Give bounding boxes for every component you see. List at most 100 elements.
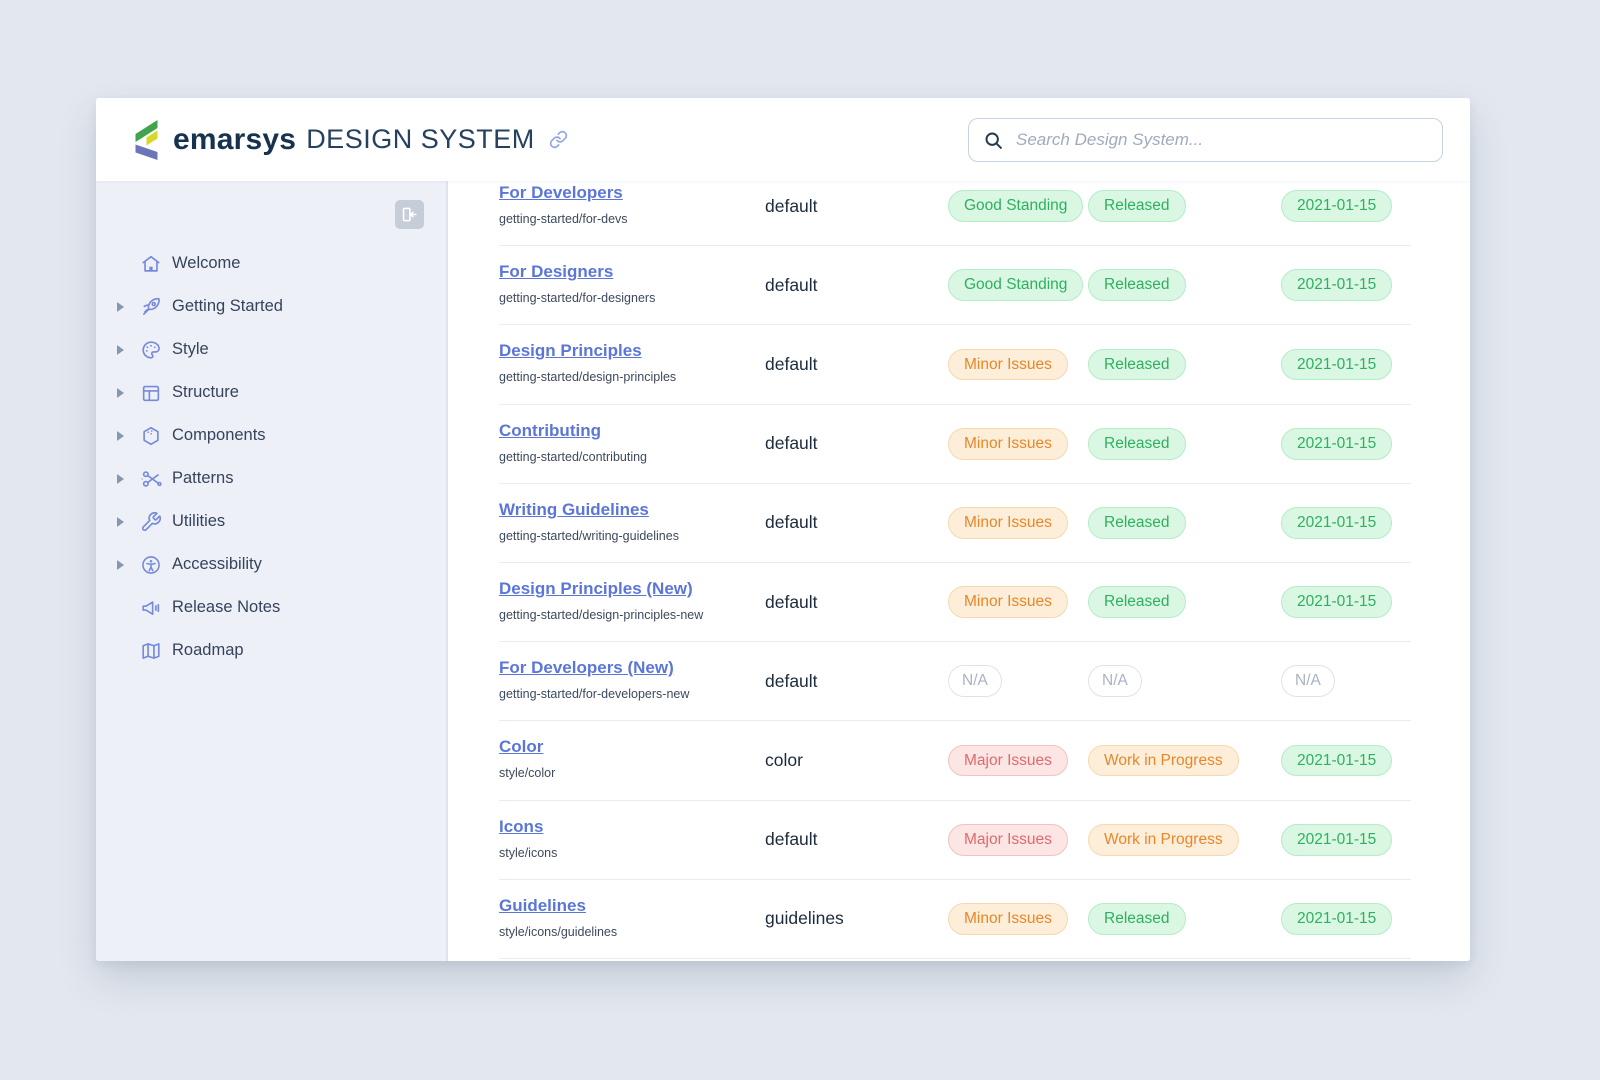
table-row: Contributing getting-started/contributin… — [499, 405, 1411, 484]
sidebar-item-getting-started[interactable]: Getting Started — [96, 285, 446, 328]
page-link[interactable]: For Designers — [499, 262, 614, 282]
date-badge: 2021-01-15 — [1281, 348, 1393, 381]
page-path: getting-started/contributing — [499, 449, 648, 464]
release-badge: Released — [1088, 269, 1186, 302]
status-badge: Minor Issues — [948, 586, 1068, 618]
date-badge: 2021-01-15 — [1281, 902, 1393, 935]
page-type: default — [765, 591, 818, 612]
sidebar-item-release-notes[interactable]: Release Notes — [96, 586, 446, 629]
sidebar-nav: Welcome Getting Started Style Structure … — [96, 181, 446, 672]
page-link[interactable]: For Developers (New) — [499, 658, 674, 678]
status-badge: Major Issues — [948, 744, 1068, 777]
page-link[interactable]: Design Principles — [499, 341, 642, 361]
table-row: Design Principles getting-started/design… — [499, 325, 1411, 405]
layout-icon — [140, 382, 162, 404]
palette-icon — [140, 339, 162, 361]
content-area: For Developers getting-started/for-devs … — [448, 181, 1470, 961]
release-badge: Released — [1088, 506, 1186, 539]
sidebar-item-roadmap[interactable]: Roadmap — [96, 629, 446, 672]
status-badge: Minor Issues — [948, 348, 1068, 381]
page-link[interactable]: Color — [499, 737, 544, 757]
date-badge: 2021-01-15 — [1281, 506, 1393, 539]
page-path: style/icons — [499, 845, 558, 860]
megaphone-icon — [140, 597, 162, 619]
sidebar-item-label: Patterns — [172, 469, 234, 487]
release-badge: Released — [1088, 190, 1186, 222]
sidebar-item-welcome[interactable]: Welcome — [96, 242, 446, 285]
page-type: default — [765, 829, 818, 850]
sidebar-item-label: Structure — [172, 383, 239, 401]
page-link[interactable]: Contributing — [499, 420, 601, 440]
search-icon — [985, 132, 1002, 149]
chevron-right-icon[interactable] — [117, 516, 127, 527]
status-badge: Minor Issues — [948, 427, 1068, 460]
sidebar-item-patterns[interactable]: Patterns — [96, 457, 446, 500]
release-badge: N/A — [1088, 665, 1142, 698]
brand-link[interactable]: emarsys DESIGN SYSTEM — [133, 119, 568, 161]
date-badge: 2021-01-15 — [1281, 427, 1393, 460]
sidebar-item-label: Accessibility — [172, 555, 262, 573]
page-link[interactable]: For Developers — [499, 183, 623, 202]
table-row: For Designers getting-started/for-design… — [499, 246, 1411, 326]
search-input[interactable] — [968, 117, 1443, 162]
status-badge: Minor Issues — [948, 902, 1068, 935]
release-badge: Released — [1088, 586, 1186, 618]
chevron-right-icon[interactable] — [117, 387, 127, 398]
release-badge: Released — [1088, 348, 1186, 381]
sidebar-item-label: Getting Started — [172, 297, 283, 315]
search-bar — [968, 117, 1443, 162]
date-badge: N/A — [1281, 665, 1335, 698]
sidebar-item-label: Style — [172, 340, 209, 358]
date-badge: 2021-01-15 — [1281, 190, 1393, 222]
table-row: Writing Guidelines getting-started/writi… — [499, 484, 1411, 563]
sidebar-item-utilities[interactable]: Utilities — [96, 500, 446, 543]
page-path: getting-started/design-principles-new — [499, 607, 704, 622]
sidebar-item-structure[interactable]: Structure — [96, 371, 446, 414]
app-window: emarsys DESIGN SYSTEM — [96, 98, 1470, 961]
home-icon — [140, 253, 162, 275]
page-link[interactable]: Icons — [499, 816, 544, 836]
chevron-right-icon[interactable] — [117, 344, 127, 355]
status-badge: Major Issues — [948, 823, 1068, 856]
page-link[interactable]: Guidelines — [499, 895, 586, 915]
table-row: For Developers (New) getting-started/for… — [499, 642, 1411, 722]
page-type: default — [765, 512, 818, 533]
link-icon[interactable] — [549, 130, 568, 149]
chevron-right-icon[interactable] — [117, 430, 127, 441]
product-name: DESIGN SYSTEM — [306, 124, 535, 154]
page-type: guidelines — [765, 908, 844, 929]
table-row: Color style/color color Major Issues Wor… — [499, 721, 1411, 801]
sidebar-item-style[interactable]: Style — [96, 328, 446, 371]
table-row: Icons style/icons default Major Issues W… — [499, 801, 1411, 880]
collapse-sidebar-icon[interactable] — [395, 200, 424, 229]
scissors-icon — [140, 468, 162, 490]
page-path: getting-started/writing-guidelines — [499, 528, 679, 543]
page-type: default — [765, 195, 818, 216]
page-type: default — [765, 433, 818, 454]
sidebar-item-accessibility[interactable]: Accessibility — [96, 543, 446, 586]
map-icon — [140, 640, 162, 662]
date-badge: 2021-01-15 — [1281, 586, 1393, 618]
status-badge: N/A — [948, 665, 1002, 698]
page-link[interactable]: Design Principles (New) — [499, 578, 693, 598]
chevron-right-icon[interactable] — [117, 473, 127, 484]
sidebar-item-label: Components — [172, 426, 266, 444]
sidebar: Welcome Getting Started Style Structure … — [96, 181, 448, 961]
release-badge: Released — [1088, 427, 1186, 460]
accessibility-icon — [140, 554, 162, 576]
rocket-icon — [140, 296, 162, 318]
chevron-right-icon[interactable] — [117, 301, 127, 312]
sidebar-item-components[interactable]: Components — [96, 414, 446, 457]
date-badge: 2021-01-15 — [1281, 269, 1393, 302]
page-path: style/color — [499, 766, 556, 781]
page-type: default — [765, 274, 818, 295]
page-link[interactable]: Writing Guidelines — [499, 499, 649, 519]
wrench-icon — [140, 511, 162, 533]
sidebar-item-label: Roadmap — [172, 641, 244, 659]
chevron-right-icon[interactable] — [117, 559, 127, 570]
release-badge: Work in Progress — [1088, 823, 1239, 856]
table-row: Guidelines style/icons/guidelines guidel… — [499, 880, 1411, 959]
pages-table: For Developers getting-started/for-devs … — [499, 181, 1411, 959]
page-type: default — [765, 670, 818, 691]
table-row: Design Principles (New) getting-started/… — [499, 563, 1411, 643]
